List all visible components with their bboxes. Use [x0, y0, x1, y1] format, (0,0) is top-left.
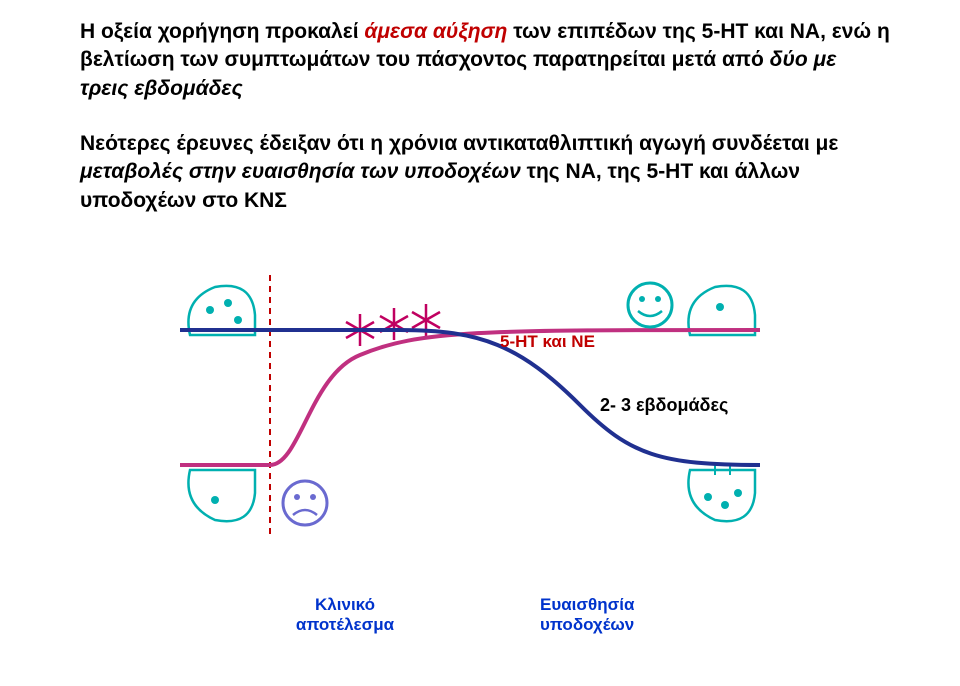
p2-text-a: Νεότερες έρευνες έδειξαν ότι η χρόνια αν… [80, 132, 838, 155]
annot-clinical: Κλινικό αποτέλεσμα [280, 595, 410, 635]
p1-red-emphasis: άμεσα αύξηση [364, 20, 507, 43]
neuron-bottom-left-icon [188, 470, 255, 521]
sad-face-icon [283, 481, 327, 525]
neuron-top-left-icon [188, 286, 255, 335]
annot-sensitivity: Ευαισθησία υποδοχέων [540, 595, 700, 635]
neuron-bottom-right-icon [688, 465, 755, 521]
p2-italic: μεταβολές στην ευαισθησία των υποδοχέων [80, 160, 521, 183]
neuron-top-right-icon [688, 286, 755, 335]
paragraph-2: Νεότερες έρευνες έδειξαν ότι η χρόνια αν… [80, 130, 890, 215]
time-course-diagram: /* x2 mirror handled below */ [160, 260, 800, 660]
p1-text-a: Η οξεία χορήγηση προκαλεί [80, 20, 364, 43]
annot-weeks: 2- 3 εβδομάδες [600, 395, 728, 416]
annot-nt-curve: 5-HT και NE [500, 332, 595, 352]
paragraph-1: Η οξεία χορήγηση προκαλεί άμεσα αύξηση τ… [80, 18, 890, 103]
happy-face-icon [628, 283, 672, 327]
